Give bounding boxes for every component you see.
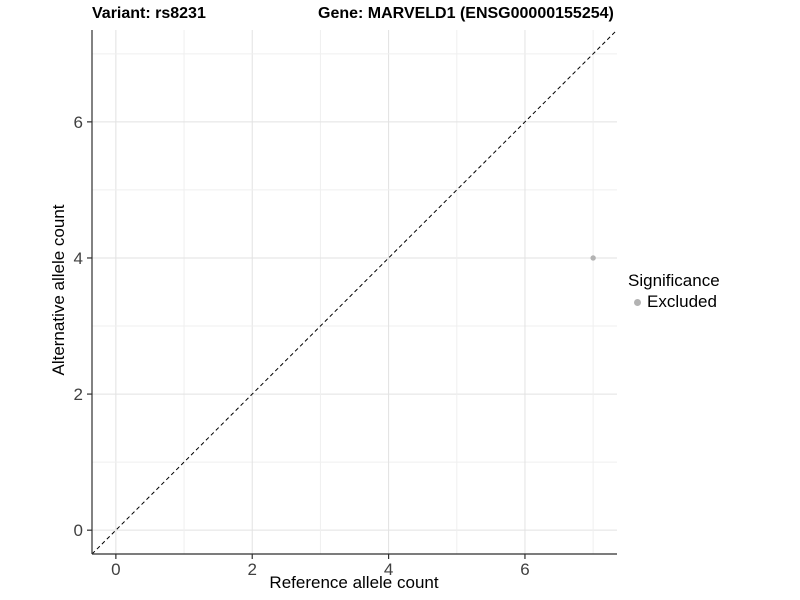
legend: Significance Excluded [628,271,720,312]
legend-title: Significance [628,271,720,290]
x-tick-label: 2 [247,560,256,579]
excluded-circle-icon [634,298,641,306]
variant-title: Variant: rs8231 [92,5,206,22]
x-tick-label: 6 [520,560,529,579]
data-point [590,255,596,261]
y-tick-label: 0 [74,521,83,540]
legend-item-excluded: Excluded [628,292,720,312]
gene-title: Gene: MARVELD1 (ENSG00000155254) [318,5,614,22]
legend-item-label: Excluded [647,292,717,311]
identity-line [91,29,618,555]
y-tick-label: 2 [74,385,83,404]
x-tick-label: 0 [111,560,120,579]
x-tick-label: 4 [384,560,393,579]
y-axis-title: Alternative allele count [49,204,68,376]
y-tick-label: 6 [74,113,83,132]
x-axis-title: Reference allele count [269,573,439,592]
y-tick-label: 4 [74,249,83,268]
